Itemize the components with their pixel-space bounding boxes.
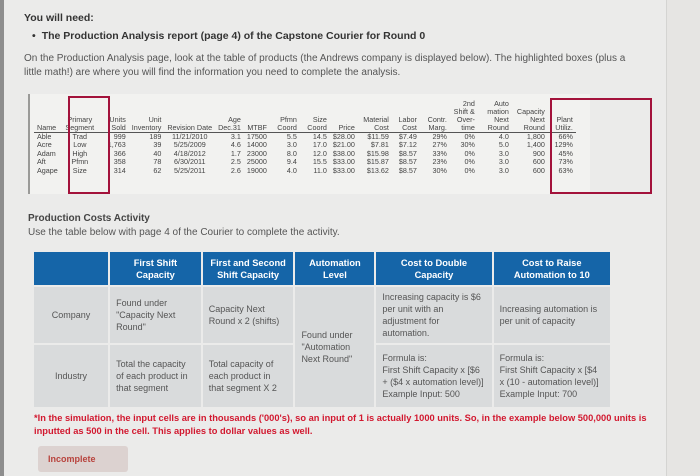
col-revision: Revision Date — [164, 100, 216, 133]
col-overtime: 2nd Shift & Over-time — [449, 100, 478, 133]
company-second-shift: Capacity Next Round x 2 (shifts) — [202, 287, 294, 343]
production-analysis-table: Name Primary Segment Units Sold Unit Inv… — [34, 100, 576, 175]
col-price: Price — [329, 100, 358, 133]
industry-cost-automation: Formula is: First Shift Capacity x [$4 x… — [493, 345, 610, 407]
table-row: Acre Low 1,763 39 5/25/2009 4.6 14000 3.0 17.0 $2… — [37, 140, 573, 150]
production-costs-table: First Shift Capacity First and Second Sh… — [32, 250, 612, 409]
table-row: Agape Size 314 62 5/25/2011 2.6 19000 4.0 11.0 $3… — [37, 165, 573, 175]
header-second-shift: First and Second Shift Capacity — [202, 252, 294, 285]
company-cost-automation: Increasing automation is per unit of cap… — [493, 287, 610, 343]
header-automation: Automation Level — [295, 252, 375, 285]
industry-second-shift: Total capacity of each product in that s… — [202, 345, 294, 407]
col-size: Size Coord — [299, 100, 330, 133]
need-title: You will need: — [24, 12, 94, 24]
col-material: Material Cost — [357, 100, 392, 133]
header-cost-double: Cost to Double Capacity — [376, 252, 492, 285]
thousands-note: *In the simulation, the input cells are … — [34, 413, 647, 436]
automation-level-cell: Found under "Automation Next Round" — [295, 287, 375, 407]
col-name: Name — [34, 100, 61, 133]
col-automation: Auto mation Next Round — [477, 100, 512, 133]
col-labor: Labor Cost — [391, 100, 420, 133]
need-item: • The Production Analysis report (page 4)… — [32, 30, 426, 42]
courier-table-image: Name Primary Segment Units Sold Unit Inv… — [28, 94, 590, 194]
col-contr: Contr. Marg. — [419, 100, 450, 133]
company-cost-double: Increasing capacity is $6 per unit with … — [376, 287, 492, 343]
header-blank — [34, 252, 109, 285]
intro-text: On the Production Analysis page, look at… — [24, 53, 626, 78]
highlight-segment-box — [68, 96, 110, 194]
company-row: Company Found under "Capacity Next Round… — [34, 287, 610, 407]
col-capacity: Capacity Next Round — [511, 100, 548, 133]
row-label-industry: Industry — [34, 345, 109, 407]
right-margin — [667, 0, 700, 476]
col-pfmn: Pfmn Coord — [269, 100, 300, 133]
company-first-shift: Found under "Capacity Next Round" — [110, 287, 201, 343]
industry-row: Industry Total the capacity of each prod… — [34, 345, 610, 407]
row-label-company: Company — [34, 287, 109, 343]
highlight-capacity-box — [550, 98, 652, 194]
table-row: Aft Pfmn 358 78 6/30/2011 2.5 25000 9.4 15.5 $33.… — [37, 157, 573, 167]
header-cost-automation: Cost to Raise Automation to 10 — [493, 252, 610, 285]
bullet-icon: • — [32, 30, 36, 42]
col-segment: Primary Segment — [60, 100, 99, 133]
header-first-shift: First Shift Capacity — [110, 252, 201, 285]
activity-title: Production Costs Activity — [28, 213, 150, 224]
table-row: Able Trad 999 189 11/21/2010 3.1 17500 5.5 14.5 $… — [37, 132, 573, 141]
col-utiliz: Plant Utiliz. — [547, 100, 576, 133]
table-row: Adam High 366 40 4/18/2012 1.7 23000 8.0 12.0 $38… — [37, 148, 573, 158]
status-badge[interactable]: Incomplete — [38, 446, 128, 472]
col-mtbf: MTBF — [243, 100, 270, 133]
col-age: Age Dec.31 — [215, 100, 244, 133]
industry-first-shift: Total the capacity of each product in th… — [110, 345, 201, 407]
activity-subtitle: Use the table below with page 4 of the C… — [28, 227, 340, 238]
col-units-sold: Units Sold — [98, 100, 129, 133]
col-inventory: Unit Inventory — [128, 100, 165, 133]
industry-cost-double: Formula is: First Shift Capacity x [$6 +… — [376, 345, 492, 407]
